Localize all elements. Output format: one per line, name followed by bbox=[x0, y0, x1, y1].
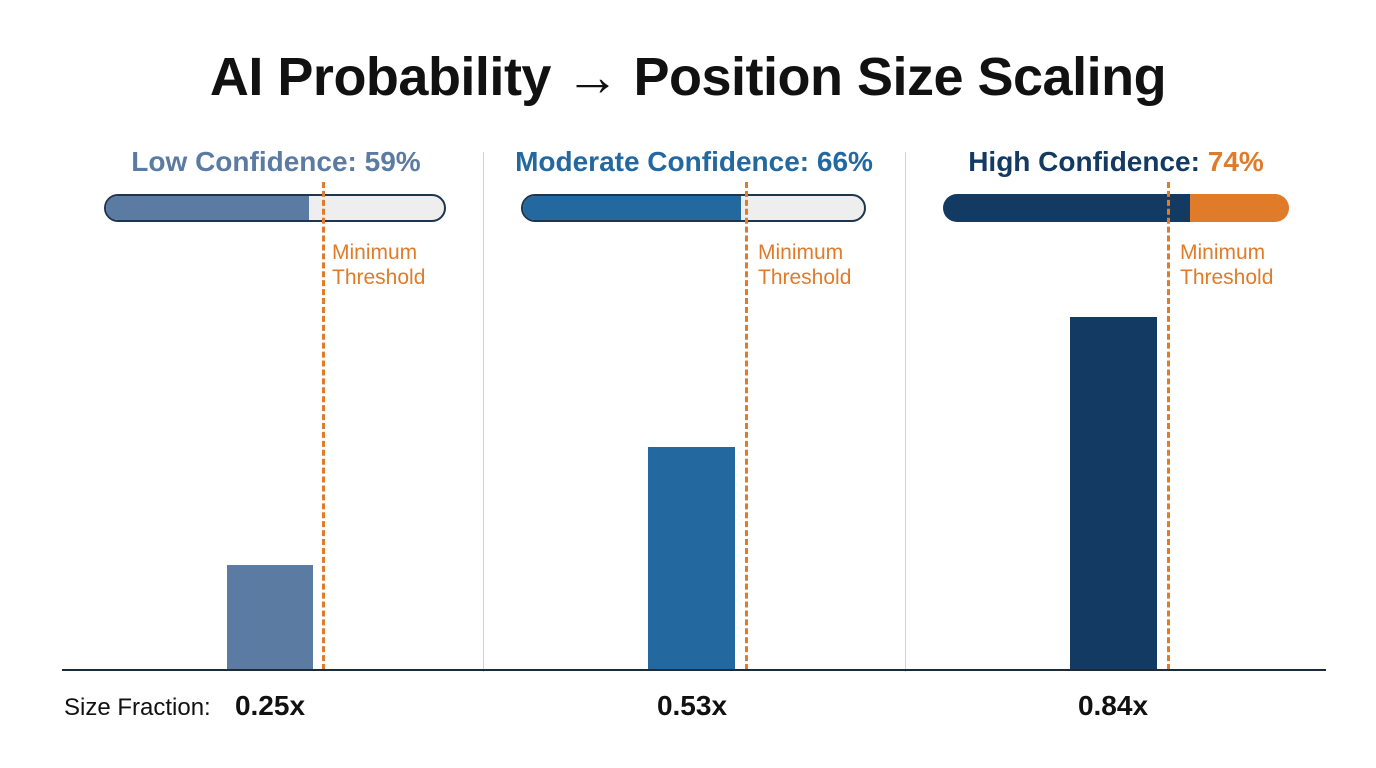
chart-title: AI Probability → Position Size Scaling bbox=[209, 47, 1167, 107]
panel-divider bbox=[905, 152, 906, 672]
probability-fill bbox=[106, 196, 309, 220]
panel-heading-high: High Confidence: 74% bbox=[968, 146, 1264, 177]
size-value-label: 0.25x bbox=[234, 690, 306, 721]
bar-moderate bbox=[648, 447, 735, 670]
probability-fill bbox=[943, 194, 1191, 222]
panel-divider bbox=[483, 152, 484, 672]
threshold-line bbox=[1167, 182, 1170, 670]
threshold-label: Minimum Threshold bbox=[332, 241, 426, 289]
probability-bar-moderate bbox=[521, 194, 866, 222]
threshold-line bbox=[745, 182, 748, 670]
threshold-label: Minimum Threshold bbox=[758, 241, 852, 289]
probability-label: 59% bbox=[364, 146, 421, 177]
category-label: High Confidence bbox=[968, 146, 1191, 177]
category-label: Low Confidence bbox=[131, 146, 348, 177]
panel-heading-low: Low Confidence: 59% bbox=[131, 146, 421, 177]
x-axis-baseline bbox=[62, 669, 1326, 671]
probability-fill bbox=[523, 196, 742, 220]
probability-bar-high bbox=[943, 194, 1289, 222]
probability-label: 74% bbox=[1207, 146, 1264, 177]
panel-heading-moderate: Moderate Confidence: 66% bbox=[515, 146, 873, 177]
probability-bar-low bbox=[104, 194, 446, 222]
threshold-line bbox=[322, 182, 325, 670]
size-value-label: 0.53x bbox=[656, 690, 728, 721]
bar-low bbox=[227, 565, 313, 670]
probability-label: 66% bbox=[816, 146, 873, 177]
threshold-label: Minimum Threshold bbox=[1180, 241, 1274, 289]
category-label: Moderate Confidence bbox=[515, 146, 800, 177]
size-value-label: 0.84x bbox=[1077, 690, 1149, 721]
probability-over-threshold bbox=[1190, 194, 1289, 222]
size-fraction-label: Size Fraction: bbox=[64, 694, 211, 721]
bar-high bbox=[1070, 317, 1157, 670]
